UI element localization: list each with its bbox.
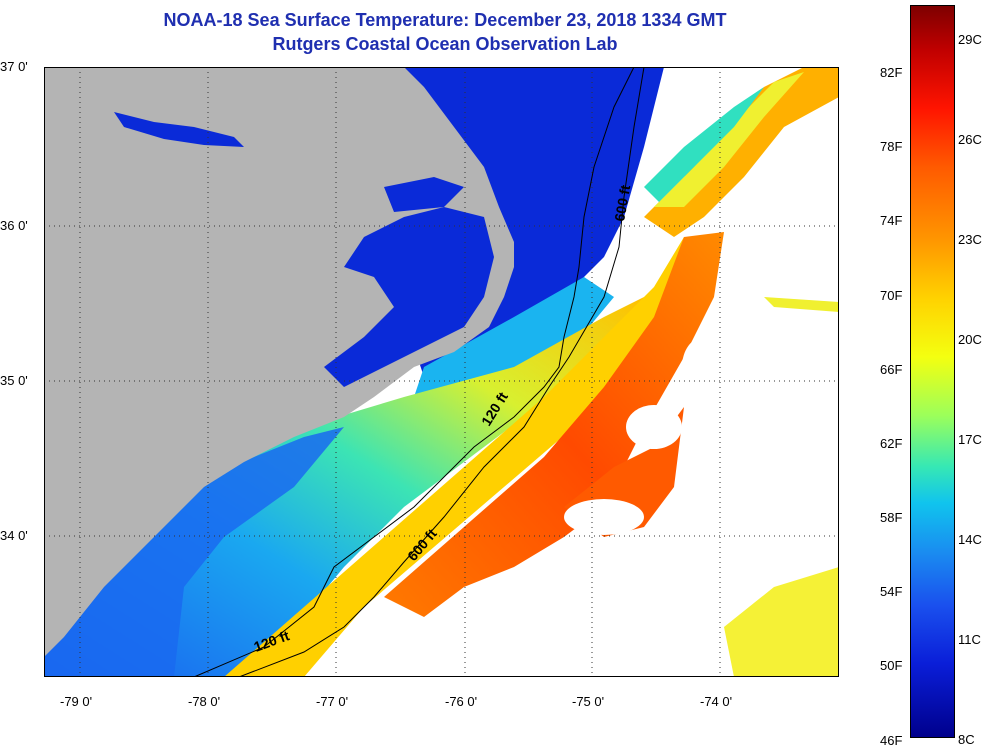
pamlico-sound (324, 207, 494, 387)
se-warm-patch (724, 567, 839, 677)
northern-inlet (114, 112, 244, 147)
lat-label-37: 37 0' (0, 59, 28, 74)
graticule (44, 67, 839, 677)
e-warm-patch (764, 297, 839, 312)
lon-label-74: -74 0' (700, 694, 733, 709)
cb-label-26c: 26C (958, 132, 982, 147)
cb-label-66f: 66F (880, 362, 903, 377)
cb-label-70f: 70F (880, 288, 903, 303)
albemarle-sound (384, 177, 464, 212)
lat-label-35: 35 0' (0, 373, 28, 388)
gulf-stream (384, 232, 724, 617)
lon-label-76: -76 0' (445, 694, 478, 709)
cb-label-74f: 74F (880, 213, 903, 228)
cb-label-20c: 20C (958, 332, 982, 347)
land-mass (44, 67, 514, 657)
cb-label-14c: 14C (958, 532, 982, 547)
cb-label-23c: 23C (958, 232, 982, 247)
cb-label-58f: 58F (880, 510, 903, 525)
chart-subtitle: Rutgers Coastal Ocean Observation Lab (272, 34, 618, 54)
lon-label-77: -77 0' (316, 694, 349, 709)
lon-label-75: -75 0' (572, 694, 605, 709)
contour-600ft (238, 67, 645, 677)
cb-label-78f: 78F (880, 139, 903, 154)
lon-label-78: -78 0' (188, 694, 221, 709)
cb-label-50f: 50F (880, 658, 903, 673)
contour-120ft (193, 67, 635, 677)
lat-label-36: 36 0' (0, 218, 28, 233)
cb-label-62f: 62F (880, 436, 903, 451)
cb-label-54f: 54F (880, 584, 903, 599)
ne-filament-inner (654, 72, 804, 207)
cloud-patches (364, 337, 726, 675)
sst-map[interactable]: 600 ft 120 ft 600 ft 120 ft (44, 67, 839, 677)
colorbar (910, 5, 955, 738)
chart-title: NOAA-18 Sea Surface Temperature: Decembe… (163, 10, 727, 30)
cb-label-82f: 82F (880, 65, 903, 80)
lon-label-79: -79 0' (60, 694, 93, 709)
cb-label-46f: 46F (880, 733, 903, 748)
contour-label-600ft-north: 600 ft (611, 183, 633, 222)
ne-filament-cold (644, 87, 764, 202)
shelf-water-south (44, 297, 644, 677)
nearshore-water (44, 427, 344, 677)
cb-label-29c: 29C (958, 32, 982, 47)
cb-label-8c: 8C (958, 732, 975, 747)
lat-label-34: 34 0' (0, 528, 28, 543)
cb-label-17c: 17C (958, 432, 982, 447)
cb-label-11c: 11C (958, 632, 981, 647)
